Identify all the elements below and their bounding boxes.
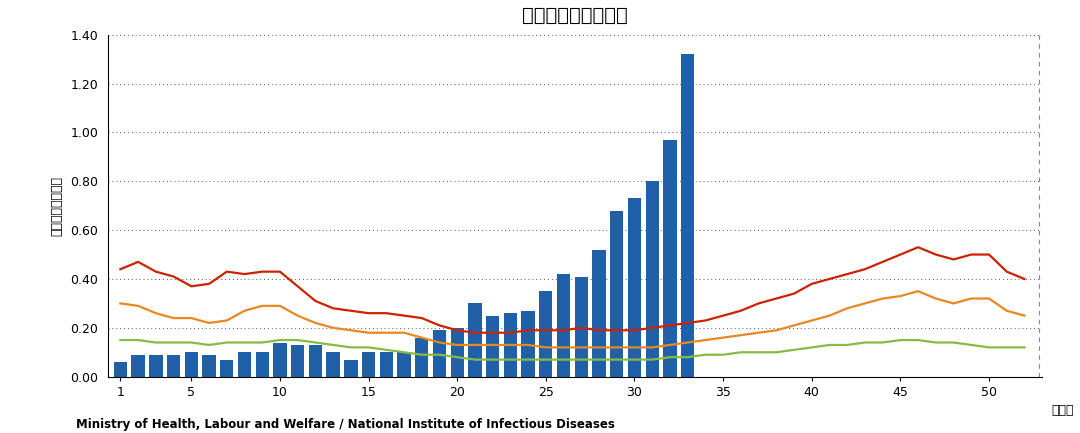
- Bar: [557, 274, 570, 377]
- Bar: [503, 313, 517, 377]
- Bar: [593, 250, 606, 377]
- Bar: [663, 140, 676, 377]
- Y-axis label: 定点当たり報告数: 定点当たり報告数: [51, 176, 64, 236]
- Bar: [575, 277, 588, 377]
- Title: マイコプラズマ肂炎: マイコプラズマ肂炎: [523, 6, 627, 25]
- Bar: [238, 352, 252, 377]
- Bar: [433, 330, 446, 377]
- Bar: [681, 54, 694, 377]
- Bar: [167, 355, 180, 377]
- Bar: [256, 352, 269, 377]
- Text: （週）: （週）: [1052, 404, 1074, 417]
- Bar: [149, 355, 162, 377]
- Bar: [539, 291, 553, 377]
- Bar: [627, 198, 642, 377]
- Bar: [486, 316, 499, 377]
- Bar: [469, 304, 482, 377]
- Bar: [132, 355, 145, 377]
- Bar: [273, 343, 286, 377]
- Bar: [380, 352, 393, 377]
- Text: Ministry of Health, Labour and Welfare / National Institute of Infectious Diseas: Ministry of Health, Labour and Welfare /…: [76, 418, 615, 431]
- Bar: [291, 345, 305, 377]
- Bar: [326, 352, 340, 377]
- Bar: [450, 328, 464, 377]
- Bar: [345, 359, 357, 377]
- Bar: [415, 338, 429, 377]
- Bar: [362, 352, 375, 377]
- Bar: [185, 352, 198, 377]
- Bar: [397, 352, 410, 377]
- Bar: [220, 359, 233, 377]
- Bar: [309, 345, 322, 377]
- Bar: [646, 181, 659, 377]
- Bar: [202, 355, 216, 377]
- Bar: [522, 311, 535, 377]
- Bar: [610, 210, 623, 377]
- Bar: [113, 362, 127, 377]
